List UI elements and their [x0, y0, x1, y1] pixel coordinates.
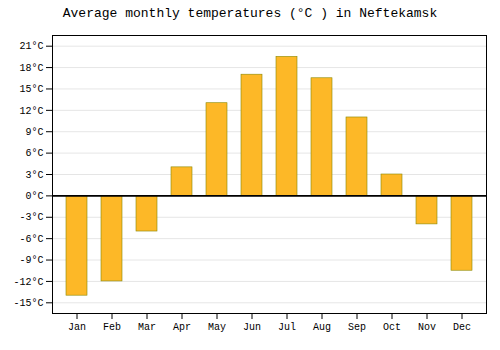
svg-text:0°C: 0°C: [25, 191, 43, 202]
svg-text:15°C: 15°C: [19, 84, 43, 95]
svg-text:Apr: Apr: [173, 322, 191, 333]
svg-text:Jun: Jun: [243, 322, 261, 333]
svg-text:21°C: 21°C: [19, 41, 43, 52]
svg-text:-6°C: -6°C: [19, 234, 43, 245]
svg-text:Jan: Jan: [68, 322, 86, 333]
html-text:Average monthly temperatures (: Average monthly temperatures (°C ) in Ne…: [62, 6, 438, 21]
svg-text:6°C: 6°C: [25, 148, 43, 159]
svg-text:Jul: Jul: [278, 322, 296, 333]
svg-text:Sep: Sep: [348, 322, 366, 333]
svg-text:9°C: 9°C: [25, 127, 43, 138]
svg-text:18°C: 18°C: [19, 63, 43, 74]
svg-text:-15°C: -15°C: [13, 298, 43, 309]
svg-text:12°C: 12°C: [19, 106, 43, 117]
svg-text:-9°C: -9°C: [19, 255, 43, 266]
svg-text:Dec: Dec: [453, 322, 471, 333]
svg-text:Oct: Oct: [383, 322, 401, 333]
svg-text:Mar: Mar: [138, 322, 156, 333]
svg-text:Feb: Feb: [103, 322, 121, 333]
svg-text:Aug: Aug: [313, 322, 331, 333]
svg-text:-12°C: -12°C: [13, 277, 43, 288]
svg-text:Nov: Nov: [418, 322, 436, 333]
svg-text:-3°C: -3°C: [19, 212, 43, 223]
svg-text:May: May: [208, 322, 226, 333]
svg-text:3°C: 3°C: [25, 170, 43, 181]
